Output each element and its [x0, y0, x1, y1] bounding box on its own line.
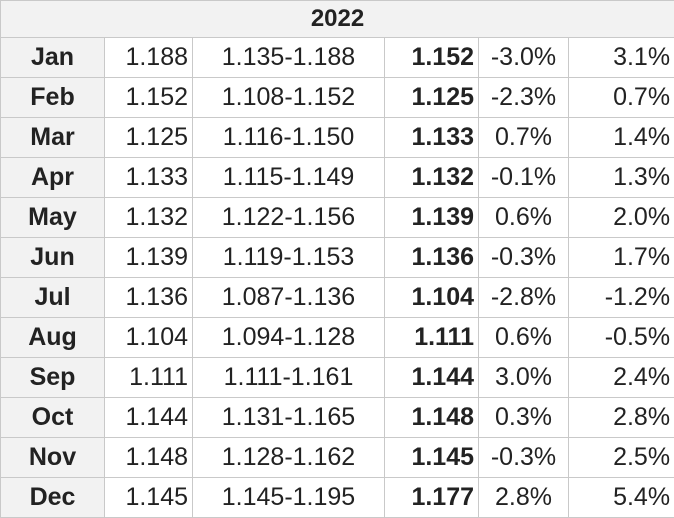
- monthly-change-cell: -0.3%: [479, 238, 569, 278]
- close-cell: 1.132: [385, 158, 479, 198]
- range-cell: 1.116-1.150: [193, 118, 385, 158]
- monthly-change-cell: -2.8%: [479, 278, 569, 318]
- total-change-cell: -1.2%: [569, 278, 674, 318]
- monthly-change-cell: 0.6%: [479, 198, 569, 238]
- open-cell: 1.188: [105, 38, 193, 78]
- month-cell: May: [1, 198, 105, 238]
- range-cell: 1.122-1.156: [193, 198, 385, 238]
- month-cell: Nov: [1, 438, 105, 478]
- monthly-change-cell: 3.0%: [479, 358, 569, 398]
- month-cell: Sep: [1, 358, 105, 398]
- range-cell: 1.108-1.152: [193, 78, 385, 118]
- monthly-change-cell: -0.1%: [479, 158, 569, 198]
- open-cell: 1.144: [105, 398, 193, 438]
- close-cell: 1.177: [385, 478, 479, 518]
- range-cell: 1.115-1.149: [193, 158, 385, 198]
- close-cell: 1.144: [385, 358, 479, 398]
- range-cell: 1.131-1.165: [193, 398, 385, 438]
- close-cell: 1.136: [385, 238, 479, 278]
- total-change-cell: 1.7%: [569, 238, 674, 278]
- open-cell: 1.125: [105, 118, 193, 158]
- total-change-cell: -0.5%: [569, 318, 674, 358]
- total-change-cell: 0.7%: [569, 78, 674, 118]
- close-cell: 1.145: [385, 438, 479, 478]
- close-cell: 1.139: [385, 198, 479, 238]
- monthly-change-cell: -2.3%: [479, 78, 569, 118]
- open-cell: 1.111: [105, 358, 193, 398]
- open-cell: 1.133: [105, 158, 193, 198]
- close-cell: 1.152: [385, 38, 479, 78]
- monthly-change-cell: -3.0%: [479, 38, 569, 78]
- close-cell: 1.148: [385, 398, 479, 438]
- open-cell: 1.139: [105, 238, 193, 278]
- total-change-cell: 1.4%: [569, 118, 674, 158]
- monthly-change-cell: 0.6%: [479, 318, 569, 358]
- monthly-change-cell: -0.3%: [479, 438, 569, 478]
- close-cell: 1.104: [385, 278, 479, 318]
- total-change-cell: 3.1%: [569, 38, 674, 78]
- range-cell: 1.111-1.161: [193, 358, 385, 398]
- total-change-cell: 5.4%: [569, 478, 674, 518]
- range-cell: 1.119-1.153: [193, 238, 385, 278]
- month-cell: Aug: [1, 318, 105, 358]
- open-cell: 1.136: [105, 278, 193, 318]
- year-header-row: 2022: [1, 1, 674, 38]
- monthly-change-cell: 0.3%: [479, 398, 569, 438]
- close-cell: 1.133: [385, 118, 479, 158]
- month-cell: Jul: [1, 278, 105, 318]
- range-cell: 1.135-1.188: [193, 38, 385, 78]
- open-cell: 1.145: [105, 478, 193, 518]
- monthly-change-cell: 2.8%: [479, 478, 569, 518]
- monthly-change-cell: 0.7%: [479, 118, 569, 158]
- month-cell: Jun: [1, 238, 105, 278]
- total-change-cell: 2.0%: [569, 198, 674, 238]
- year-header: 2022: [1, 1, 674, 38]
- open-cell: 1.148: [105, 438, 193, 478]
- total-change-cell: 2.5%: [569, 438, 674, 478]
- open-cell: 1.152: [105, 78, 193, 118]
- total-change-cell: 1.3%: [569, 158, 674, 198]
- month-cell: Jan: [1, 38, 105, 78]
- month-cell: Feb: [1, 78, 105, 118]
- month-cell: Apr: [1, 158, 105, 198]
- month-cell: Oct: [1, 398, 105, 438]
- total-change-cell: 2.4%: [569, 358, 674, 398]
- total-change-cell: 2.8%: [569, 398, 674, 438]
- range-cell: 1.087-1.136: [193, 278, 385, 318]
- month-cell: Mar: [1, 118, 105, 158]
- range-cell: 1.094-1.128: [193, 318, 385, 358]
- range-cell: 1.145-1.195: [193, 478, 385, 518]
- open-cell: 1.104: [105, 318, 193, 358]
- range-cell: 1.128-1.162: [193, 438, 385, 478]
- open-cell: 1.132: [105, 198, 193, 238]
- close-cell: 1.111: [385, 318, 479, 358]
- close-cell: 1.125: [385, 78, 479, 118]
- month-cell: Dec: [1, 478, 105, 518]
